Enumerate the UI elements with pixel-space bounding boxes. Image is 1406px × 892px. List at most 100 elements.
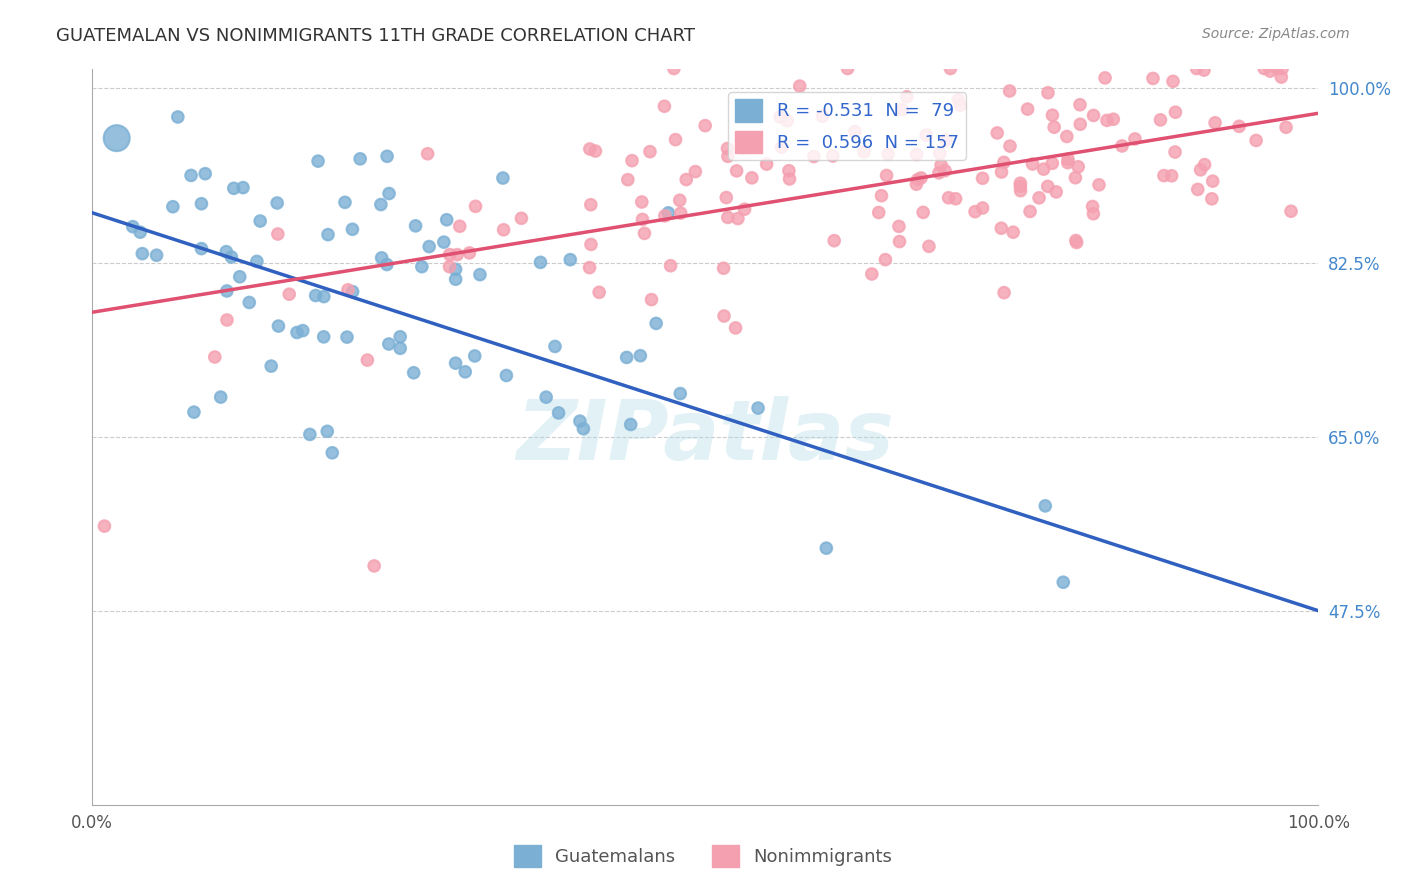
Point [905, 178, 928, 192]
Point [662, 62, 685, 76]
Point [510, 211, 533, 226]
Point [823, 234, 845, 248]
Point [194, 167, 217, 181]
Point [232, 180, 254, 194]
Point [405, 219, 427, 233]
Point [336, 330, 359, 344]
Point [948, 93, 970, 107]
Point [267, 227, 290, 241]
Point [789, 79, 811, 94]
Point [1045, 185, 1067, 199]
Point [1052, 575, 1074, 590]
Point [889, 235, 911, 249]
Point [621, 153, 644, 168]
Point [1164, 145, 1187, 159]
Point [929, 158, 952, 172]
Point [1083, 207, 1105, 221]
Point [321, 446, 343, 460]
Point [1192, 63, 1215, 78]
Point [1265, 62, 1288, 76]
Point [291, 324, 314, 338]
Point [162, 200, 184, 214]
Point [717, 149, 740, 163]
Point [770, 140, 793, 154]
Point [811, 109, 834, 123]
Point [568, 414, 591, 428]
Point [579, 142, 602, 156]
Point [215, 313, 238, 327]
Point [1185, 62, 1208, 76]
Point [731, 141, 754, 155]
Point [1161, 74, 1184, 88]
Point [378, 337, 401, 351]
Point [949, 98, 972, 112]
Point [725, 164, 748, 178]
Point [1033, 499, 1056, 513]
Point [935, 133, 957, 147]
Point [1010, 176, 1032, 190]
Point [583, 144, 606, 158]
Point [928, 166, 950, 180]
Point [204, 350, 226, 364]
Point [727, 211, 749, 226]
Point [1149, 112, 1171, 127]
Point [588, 285, 610, 300]
Point [870, 188, 893, 202]
Point [664, 133, 686, 147]
Point [1064, 170, 1087, 185]
Point [316, 425, 339, 439]
Point [716, 141, 738, 155]
Point [1204, 116, 1226, 130]
Point [998, 84, 1021, 98]
Point [356, 353, 378, 368]
Point [411, 260, 433, 274]
Point [131, 246, 153, 260]
Point [716, 190, 738, 204]
Point [446, 247, 468, 261]
Point [1164, 105, 1187, 120]
Point [1083, 108, 1105, 122]
Point [298, 427, 321, 442]
Point [1194, 158, 1216, 172]
Point [844, 124, 866, 138]
Point [928, 146, 950, 161]
Point [560, 252, 582, 267]
Point [266, 196, 288, 211]
Point [963, 204, 986, 219]
Point [278, 287, 301, 301]
Point [1040, 156, 1063, 170]
Point [910, 170, 932, 185]
Point [734, 202, 756, 217]
Point [389, 330, 412, 344]
Point [1202, 174, 1225, 188]
Point [1056, 155, 1078, 169]
Point [1111, 139, 1133, 153]
Point [105, 131, 128, 145]
Point [316, 227, 339, 242]
Point [633, 227, 655, 241]
Point [229, 269, 252, 284]
Point [180, 169, 202, 183]
Point [659, 259, 682, 273]
Point [638, 145, 661, 159]
Point [1021, 157, 1043, 171]
Point [1244, 133, 1267, 147]
Legend: R = -0.531  N =  79, R =  0.596  N = 157: R = -0.531 N = 79, R = 0.596 N = 157 [728, 92, 966, 160]
Point [620, 417, 643, 432]
Point [815, 541, 838, 556]
Point [529, 255, 551, 269]
Point [1258, 64, 1281, 78]
Point [468, 268, 491, 282]
Point [779, 172, 801, 186]
Point [853, 145, 876, 159]
Point [370, 197, 392, 211]
Point [121, 219, 143, 234]
Text: GUATEMALAN VS NONIMMIGRANTS 11TH GRADE CORRELATION CHART: GUATEMALAN VS NONIMMIGRANTS 11TH GRADE C… [56, 27, 695, 45]
Point [769, 110, 792, 124]
Point [821, 149, 844, 163]
Point [868, 205, 890, 219]
Point [1279, 204, 1302, 219]
Point [495, 368, 517, 383]
Point [454, 365, 477, 379]
Point [724, 321, 747, 335]
